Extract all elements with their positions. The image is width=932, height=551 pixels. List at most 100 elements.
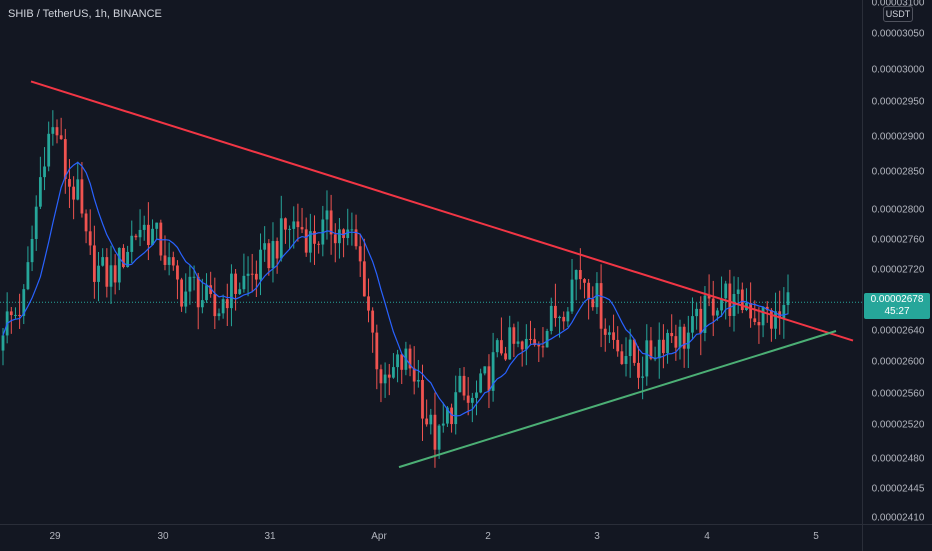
price-tick-label: 0.00002800 — [871, 204, 925, 216]
candle-body — [454, 392, 458, 425]
candle-body — [325, 210, 329, 220]
candle-body — [250, 273, 254, 275]
candle-body — [230, 273, 233, 309]
candle-body — [707, 295, 711, 299]
candle-body — [620, 351, 624, 364]
chart-area[interactable]: SHIB / TetherUS, 1h, BINANCE — [0, 0, 862, 524]
candle-body — [416, 379, 420, 382]
candle-body — [715, 310, 719, 316]
axis-corner — [862, 524, 932, 551]
candle-body — [296, 221, 300, 228]
candle-body — [117, 247, 121, 283]
candle-body — [429, 414, 433, 425]
candle-body — [288, 228, 291, 230]
candle-body — [674, 336, 678, 348]
price-chart[interactable] — [0, 0, 862, 524]
candle-body — [591, 299, 595, 308]
candle-body — [774, 311, 777, 329]
candle-body — [541, 346, 545, 348]
candle-body — [441, 423, 445, 426]
support-trendline — [398, 330, 837, 469]
candle-body — [72, 186, 76, 200]
candle-body — [695, 308, 699, 317]
candle-body — [205, 285, 208, 301]
candle-body — [475, 392, 478, 398]
candle-body — [587, 282, 591, 300]
price-tick-label: 0.00002410 — [871, 512, 925, 524]
price-tick-label: 0.00002850 — [871, 166, 925, 178]
candle-body — [437, 425, 441, 450]
candle-body — [342, 229, 345, 239]
candle-body — [271, 241, 275, 269]
price-axis[interactable]: 0.00003100 0.00003050 0.00003000 0.00002950… — [862, 0, 932, 524]
candle-body — [217, 313, 221, 317]
candle-body — [192, 276, 196, 278]
candle-body — [234, 273, 237, 294]
candle-body — [221, 299, 225, 314]
candle-body — [367, 296, 370, 311]
candle-body — [740, 289, 744, 310]
candle-body — [512, 327, 516, 344]
candle-body — [720, 298, 723, 311]
price-tick-label: 0.00002950 — [871, 96, 925, 108]
candle-body — [279, 218, 283, 259]
candle-body — [786, 292, 790, 306]
candle-body — [304, 229, 308, 253]
candle-body — [379, 369, 383, 384]
candle-body — [479, 373, 483, 393]
candle-body — [421, 379, 424, 419]
candle-body — [649, 340, 653, 359]
candle-body — [686, 332, 690, 349]
candle-body — [122, 247, 125, 268]
candle-body — [462, 375, 466, 396]
moving-average-line — [2, 161, 789, 417]
candle-body — [558, 316, 561, 319]
candle-body — [51, 127, 55, 134]
candle-body — [213, 294, 217, 317]
last-price-tag: 0.00002678 45:27 — [864, 293, 930, 319]
candle-body — [396, 354, 399, 368]
candle-body — [375, 332, 379, 370]
candle-body — [450, 407, 453, 425]
currency-badge[interactable]: USDT — [883, 6, 913, 22]
candle-body — [554, 305, 557, 319]
candle-body — [200, 300, 204, 308]
price-tick-label: 0.00002720 — [871, 264, 925, 276]
symbol-title: SHIB / TetherUS, 1h, BINANCE — [8, 8, 162, 20]
candle-body — [757, 321, 761, 326]
time-tick-label: 29 — [49, 531, 61, 542]
candle-body — [641, 376, 645, 378]
candle-body — [284, 218, 287, 230]
candle-body — [433, 414, 437, 450]
candle-body — [88, 231, 92, 246]
candle-body — [126, 251, 130, 268]
candle-body — [765, 306, 769, 311]
candle-body — [159, 222, 163, 256]
candle-body — [333, 234, 337, 244]
candle-body — [22, 289, 26, 316]
candle-body — [632, 339, 636, 363]
candle-body — [408, 348, 412, 369]
candle-body — [533, 339, 537, 346]
candle-body — [238, 289, 242, 294]
candle-body — [583, 279, 586, 283]
candle-body — [362, 261, 366, 297]
time-axis[interactable]: 29 30 31 Apr 2 3 4 5 — [0, 524, 862, 551]
candle-body — [616, 339, 620, 352]
candle-body — [346, 229, 350, 239]
candle-body — [724, 283, 728, 299]
candle-body — [495, 340, 499, 353]
candle-body — [657, 339, 661, 359]
candle-body — [329, 210, 333, 235]
candle-body — [63, 139, 67, 180]
candle-body — [176, 265, 179, 280]
candle-body — [354, 229, 358, 247]
candle-body — [782, 305, 786, 319]
candle-body — [242, 275, 246, 290]
candle-body — [570, 279, 574, 312]
price-tick-label: 0.00002445 — [871, 483, 925, 495]
candle-body — [142, 224, 146, 230]
candle-body — [246, 273, 250, 276]
candle-body — [80, 179, 84, 214]
candle-body — [470, 397, 474, 403]
